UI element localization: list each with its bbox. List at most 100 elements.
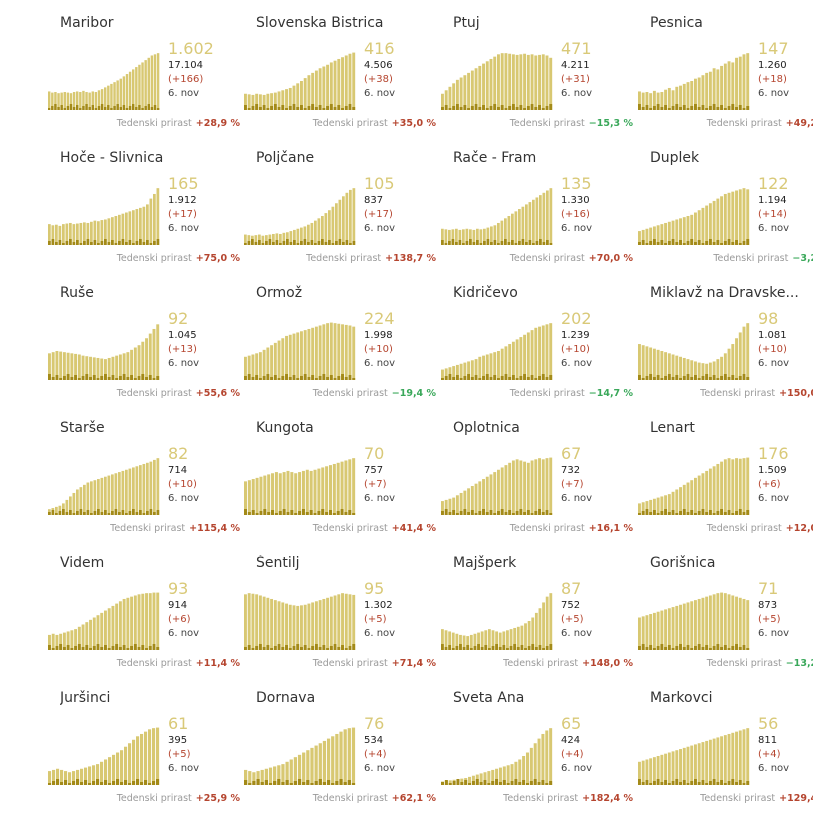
bar: [441, 629, 444, 650]
bar-increment: [519, 105, 523, 110]
panel-title: Miklavž na Dravske...: [650, 285, 799, 301]
bar-increment: [329, 104, 333, 110]
bar: [133, 347, 137, 380]
bar: [690, 480, 694, 515]
panel-total: 424: [561, 735, 581, 746]
bar: [118, 354, 122, 380]
sparkline-chart: [48, 53, 160, 110]
bar: [638, 231, 641, 245]
bar-increment: [482, 509, 485, 515]
bar-increment: [153, 241, 156, 245]
bar: [292, 85, 296, 110]
bar: [52, 769, 56, 785]
bar-increment: [59, 644, 63, 650]
chart-panel: Majšperk 87 752 (+5) 6. nov Tedenski prirast +…: [441, 546, 637, 681]
panel-delta: (+10): [168, 479, 197, 490]
bar-increment: [720, 243, 724, 245]
chart-panel: Duplek 122 1.194 (+14) 6. nov Tedenski priras…: [638, 141, 813, 276]
bar-increment: [261, 243, 265, 245]
bar: [727, 458, 731, 515]
bar-increment: [455, 375, 459, 380]
bar: [322, 740, 327, 785]
bar-increment: [483, 241, 486, 245]
bar-increment: [344, 512, 348, 515]
bar: [344, 55, 348, 110]
bar: [705, 740, 709, 785]
bar-increment: [79, 243, 83, 245]
chart-panel: Dornava 76 534 (+4) 6. nov Tedenski prirast +6…: [244, 681, 440, 816]
bar: [121, 213, 125, 245]
bar-increment: [664, 509, 668, 515]
bar-increment: [251, 106, 255, 110]
bar-increment: [70, 648, 74, 650]
bar-increment: [90, 242, 93, 245]
bar-increment: [645, 376, 649, 380]
bar-increment: [656, 242, 660, 245]
bar: [742, 458, 746, 515]
bar: [111, 217, 114, 245]
bar: [118, 601, 122, 650]
bar-increment: [96, 378, 100, 380]
panel-delta: (+17): [168, 209, 197, 220]
bar: [258, 234, 261, 245]
bar-increment: [682, 376, 686, 380]
bar-increment: [74, 646, 78, 650]
bar-increment: [100, 376, 104, 380]
bar: [331, 736, 335, 785]
bar: [133, 595, 137, 650]
bar: [348, 53, 352, 110]
chart-panel: Pesnica 147 1.260 (+18) 6. nov Tedenski prira…: [638, 6, 813, 141]
panel-total: 1.912: [168, 195, 197, 206]
bar-increment: [682, 509, 686, 515]
bar-increment: [705, 783, 709, 785]
bar-increment: [104, 239, 107, 245]
bar-increment: [727, 510, 731, 515]
growth-value: −19,4 %: [391, 388, 436, 399]
bar: [88, 766, 92, 785]
bar: [742, 326, 746, 380]
panel-value: 95: [364, 579, 385, 598]
bar-increment: [526, 106, 530, 110]
bar-increment: [515, 511, 519, 515]
bar: [300, 605, 303, 650]
bar-increment: [148, 783, 152, 785]
bar-increment: [694, 375, 697, 380]
bar: [115, 355, 119, 380]
bar-increment: [682, 780, 686, 785]
bar: [152, 328, 156, 380]
bar-increment: [470, 510, 474, 515]
bar-increment: [62, 509, 65, 515]
bar-increment: [111, 240, 114, 245]
bar: [474, 359, 478, 380]
chart-panel: Markovci 56 811 (+4) 6. nov Tedenski prirast +…: [638, 681, 813, 816]
bar-increment: [469, 239, 472, 245]
bar: [463, 75, 467, 110]
bar: [247, 480, 251, 515]
bar-increment: [286, 512, 290, 515]
bar-increment: [712, 242, 716, 245]
bar: [549, 593, 553, 650]
bar: [135, 209, 139, 245]
bar-increment: [306, 780, 310, 785]
bar-increment: [541, 512, 545, 515]
bar: [516, 626, 520, 650]
bar-increment: [125, 242, 128, 245]
bar: [156, 458, 160, 515]
bar: [255, 477, 259, 515]
bar: [682, 747, 686, 785]
bar: [82, 90, 85, 110]
bar: [149, 461, 153, 515]
bar: [273, 766, 277, 785]
bar-increment: [735, 511, 738, 515]
bar: [712, 200, 716, 245]
panel-growth: Tedenski prirast +55,6 %: [117, 388, 240, 399]
bar-increment: [116, 104, 119, 110]
bar: [266, 347, 270, 380]
bar: [705, 205, 709, 245]
bar-increment: [152, 781, 156, 785]
bar-increment: [69, 104, 73, 110]
bar: [459, 363, 463, 380]
bar: [664, 352, 668, 380]
bar: [738, 597, 742, 650]
panel-title: Hoče - Slivnica: [60, 150, 164, 166]
